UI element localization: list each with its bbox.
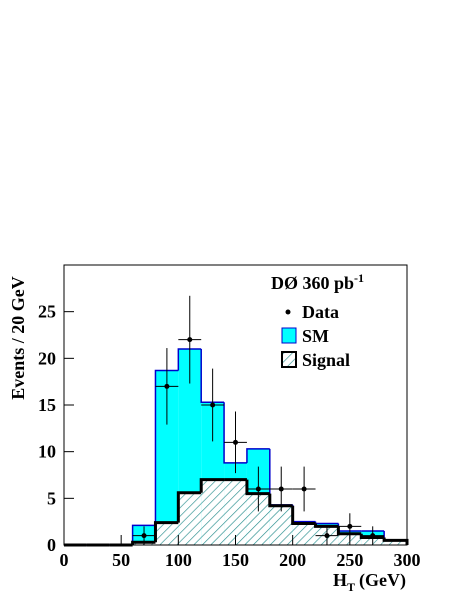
legend-title: DØ 360 pb-1 — [271, 271, 364, 293]
hist-bar — [201, 479, 225, 545]
title-main: DØ 360 pb — [271, 273, 354, 293]
hist-outline — [314, 523, 339, 528]
data-point — [141, 533, 147, 539]
x-label-main: H — [333, 570, 347, 590]
y-tick-label: 5 — [47, 488, 56, 508]
data-point — [187, 337, 193, 343]
x-tick-label: 200 — [279, 550, 306, 570]
hist-bar — [178, 492, 202, 545]
legend-swatch — [281, 327, 297, 344]
hist-bar — [155, 522, 179, 545]
hist-bar — [246, 493, 270, 545]
x-tick-label: 100 — [165, 550, 192, 570]
x-tick-label: 0 — [60, 550, 69, 570]
hist-outline — [268, 493, 293, 508]
hist-outline — [336, 526, 362, 536]
hist-outline — [359, 533, 385, 540]
hist-outline — [200, 349, 225, 403]
y-tick-label: 25 — [38, 302, 56, 322]
hist-outline — [131, 524, 156, 545]
hist-outline — [131, 540, 156, 545]
hist-outline — [291, 505, 316, 526]
title-sup: -1 — [354, 271, 364, 285]
x-label-unit: (GeV) — [359, 570, 406, 591]
x-tick-label: 300 — [394, 550, 421, 570]
hist-outline — [154, 369, 179, 526]
y-axis-title: Events / 20 GeV — [8, 276, 28, 400]
hist-bar — [224, 479, 247, 545]
legend-label: SM — [302, 326, 329, 346]
data-point — [370, 533, 376, 539]
data-point — [164, 383, 170, 389]
data-point — [278, 486, 284, 492]
legend-label: Data — [302, 302, 339, 322]
x-tick-label: 250 — [336, 550, 363, 570]
y-tick-label: 20 — [38, 348, 56, 368]
legend-marker — [285, 309, 291, 315]
data-point — [301, 486, 307, 492]
data-point — [255, 486, 261, 492]
hist-outline — [176, 491, 202, 523]
hist-outline — [199, 478, 225, 493]
x-axis-title: HT (GeV) — [333, 570, 406, 594]
x-label-sub: T — [347, 580, 355, 594]
x-tick-label: 150 — [222, 550, 249, 570]
data-point — [233, 439, 238, 445]
hist-outline — [314, 521, 339, 525]
y-tick-label: 10 — [38, 442, 56, 462]
data-point — [324, 533, 330, 539]
hist-outline — [177, 348, 202, 371]
hist-bar — [155, 370, 179, 545]
hist-bar — [292, 523, 316, 545]
data-point — [347, 523, 353, 529]
data-point — [210, 402, 216, 408]
hist-bar — [384, 540, 407, 545]
x-tick-label: 50 — [112, 550, 130, 570]
legend-label: Signal — [302, 350, 350, 370]
legend-swatch — [281, 351, 297, 368]
y-tick-label: 0 — [47, 535, 56, 555]
hist-outline — [223, 402, 247, 464]
hist-bar — [269, 505, 293, 545]
hist-outline — [246, 448, 270, 463]
y-tick-label: 15 — [38, 395, 56, 415]
hist-outline — [245, 479, 270, 496]
